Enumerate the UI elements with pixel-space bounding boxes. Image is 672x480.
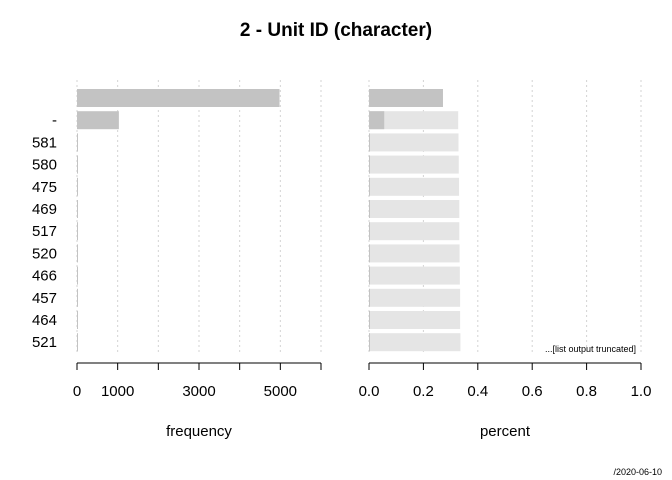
bar <box>369 333 370 352</box>
bar <box>77 311 78 329</box>
bar <box>77 222 78 241</box>
x-tick-label: 0.2 <box>413 383 434 400</box>
cumulative-bar <box>369 133 459 152</box>
date-footer: /2020-06-10 <box>613 467 662 477</box>
bar <box>369 288 370 307</box>
bar <box>77 111 119 130</box>
category-label: 457 <box>32 290 57 307</box>
category-label: 520 <box>32 245 57 262</box>
bar <box>369 155 370 174</box>
bar <box>77 266 78 285</box>
category-label: 475 <box>32 179 57 196</box>
bar <box>77 288 78 307</box>
truncation-note: ...[list output truncated] <box>545 344 636 354</box>
bar <box>369 244 370 263</box>
category-label: 521 <box>32 334 57 351</box>
x-tick-label: 5000 <box>264 383 297 400</box>
category-label: 581 <box>32 134 57 151</box>
percent-panel: 0.0 0.2 0.4 0.6 0.8 1.0 <box>359 80 652 400</box>
bar <box>77 89 280 107</box>
bar <box>369 266 370 285</box>
frequency-axis-label: frequency <box>166 423 232 440</box>
cumulative-bar <box>369 311 461 329</box>
bar <box>369 177 370 196</box>
bar <box>77 244 78 263</box>
category-label: 469 <box>32 201 57 218</box>
bar <box>77 200 78 218</box>
category-label: 517 <box>32 223 57 240</box>
category-label: 466 <box>32 268 57 285</box>
x-tick-label: 0.0 <box>359 383 380 400</box>
cumulative-bar <box>369 177 460 196</box>
bar <box>369 89 443 107</box>
cumulative-bar <box>369 288 461 307</box>
cumulative-bar <box>369 155 459 174</box>
bar <box>77 177 78 196</box>
bar <box>369 133 370 152</box>
chart-title: 2 - Unit ID (character) <box>240 20 432 41</box>
bar <box>77 333 78 352</box>
x-tick-label: 0.6 <box>522 383 543 400</box>
cumulative-bar <box>369 244 460 263</box>
category-label: - <box>52 112 57 129</box>
category-label: 464 <box>32 312 57 329</box>
bar <box>369 111 385 130</box>
bar <box>369 311 370 329</box>
percent-axis-label: percent <box>480 423 531 440</box>
frequency-panel: - 581 580 475 469 517 520 466 457 464 521 0 1000 3000… <box>32 80 322 400</box>
x-tick-label: 0.4 <box>467 383 488 400</box>
cumulative-bar <box>369 266 460 285</box>
cumulative-bar <box>369 222 460 241</box>
bar <box>369 222 370 241</box>
category-label: 580 <box>32 157 57 174</box>
x-tick-label: 0 <box>73 383 81 400</box>
x-tick-label: 1.0 <box>631 383 652 400</box>
x-tick-label: 3000 <box>182 383 215 400</box>
cumulative-bar <box>369 111 459 130</box>
bar <box>77 133 78 152</box>
bar <box>77 155 78 174</box>
bar <box>369 200 370 218</box>
x-tick-label: 1000 <box>101 383 134 400</box>
cumulative-bar <box>369 333 461 352</box>
x-tick-label: 0.8 <box>576 383 597 400</box>
cumulative-bar <box>369 200 460 218</box>
